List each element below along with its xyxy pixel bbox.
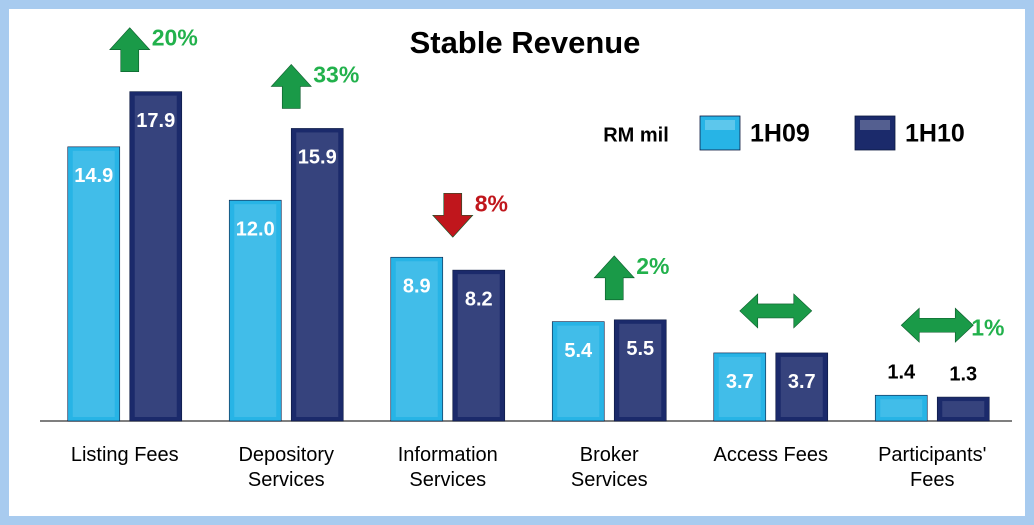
legend-swatch-shine xyxy=(860,120,890,130)
x-tick-label: Access Fees xyxy=(713,444,828,466)
bar xyxy=(874,394,928,422)
bar-bevel xyxy=(296,132,339,417)
x-tick-label: Participants' Fees xyxy=(878,444,987,491)
bar-bevel xyxy=(457,274,500,417)
data-label: 15.9 xyxy=(298,147,337,169)
legend-label: 1H09 xyxy=(750,120,810,148)
data-label: 12.0 xyxy=(236,218,275,240)
bar-bevel xyxy=(942,401,985,417)
x-tick-label: Listing Fees xyxy=(70,444,179,466)
bar-bevel xyxy=(134,95,177,417)
chart-title: Stable Revenue xyxy=(410,25,641,60)
change-label: 8% xyxy=(475,190,508,216)
data-label: 5.5 xyxy=(626,338,654,360)
bar xyxy=(551,321,605,422)
change-arrow xyxy=(739,293,813,329)
legend-swatch-shine xyxy=(705,120,735,130)
bar xyxy=(129,91,183,422)
legend-label: 1H10 xyxy=(905,120,965,148)
change-label: 33% xyxy=(313,62,359,88)
change-arrow xyxy=(900,307,974,343)
bar xyxy=(613,319,667,422)
data-label: 1.3 xyxy=(949,363,977,385)
change-arrow xyxy=(593,255,635,301)
x-tick-label: Broker Services xyxy=(570,444,648,491)
bar xyxy=(228,199,282,422)
change-label: 2% xyxy=(636,253,669,279)
bar xyxy=(775,352,829,422)
data-label: 8.2 xyxy=(465,288,493,310)
bar xyxy=(67,146,121,422)
data-label: 5.4 xyxy=(564,340,593,362)
legend-swatch xyxy=(854,115,896,151)
bar-bevel xyxy=(395,261,438,417)
bar-bevel xyxy=(718,356,761,417)
bar xyxy=(936,396,990,422)
data-label: 8.9 xyxy=(403,276,431,298)
data-label: 17.9 xyxy=(136,110,175,132)
change-arrow xyxy=(109,27,151,72)
bar-bevel xyxy=(619,323,662,417)
unit-label: RM mil xyxy=(603,124,669,146)
data-label: 3.7 xyxy=(726,371,754,393)
x-tick-label: Information Services xyxy=(397,444,498,491)
bar-bevel xyxy=(557,325,600,417)
data-label: 14.9 xyxy=(74,165,113,187)
data-label: 1.4 xyxy=(887,362,916,384)
change-label: 1% xyxy=(971,314,1004,340)
bar-bevel xyxy=(780,356,823,417)
data-label: 3.7 xyxy=(788,371,816,393)
x-tick-label: Depository Services xyxy=(238,444,335,491)
legend-swatch xyxy=(699,115,741,151)
bar xyxy=(390,256,444,422)
bar-bevel xyxy=(880,399,923,417)
bar-bevel xyxy=(72,150,115,417)
bar xyxy=(713,352,767,422)
change-arrow xyxy=(432,192,474,238)
change-arrow xyxy=(270,63,312,109)
change-label: 20% xyxy=(152,25,198,51)
bar xyxy=(290,128,344,422)
bar xyxy=(452,269,506,422)
bar-bevel xyxy=(234,204,277,417)
